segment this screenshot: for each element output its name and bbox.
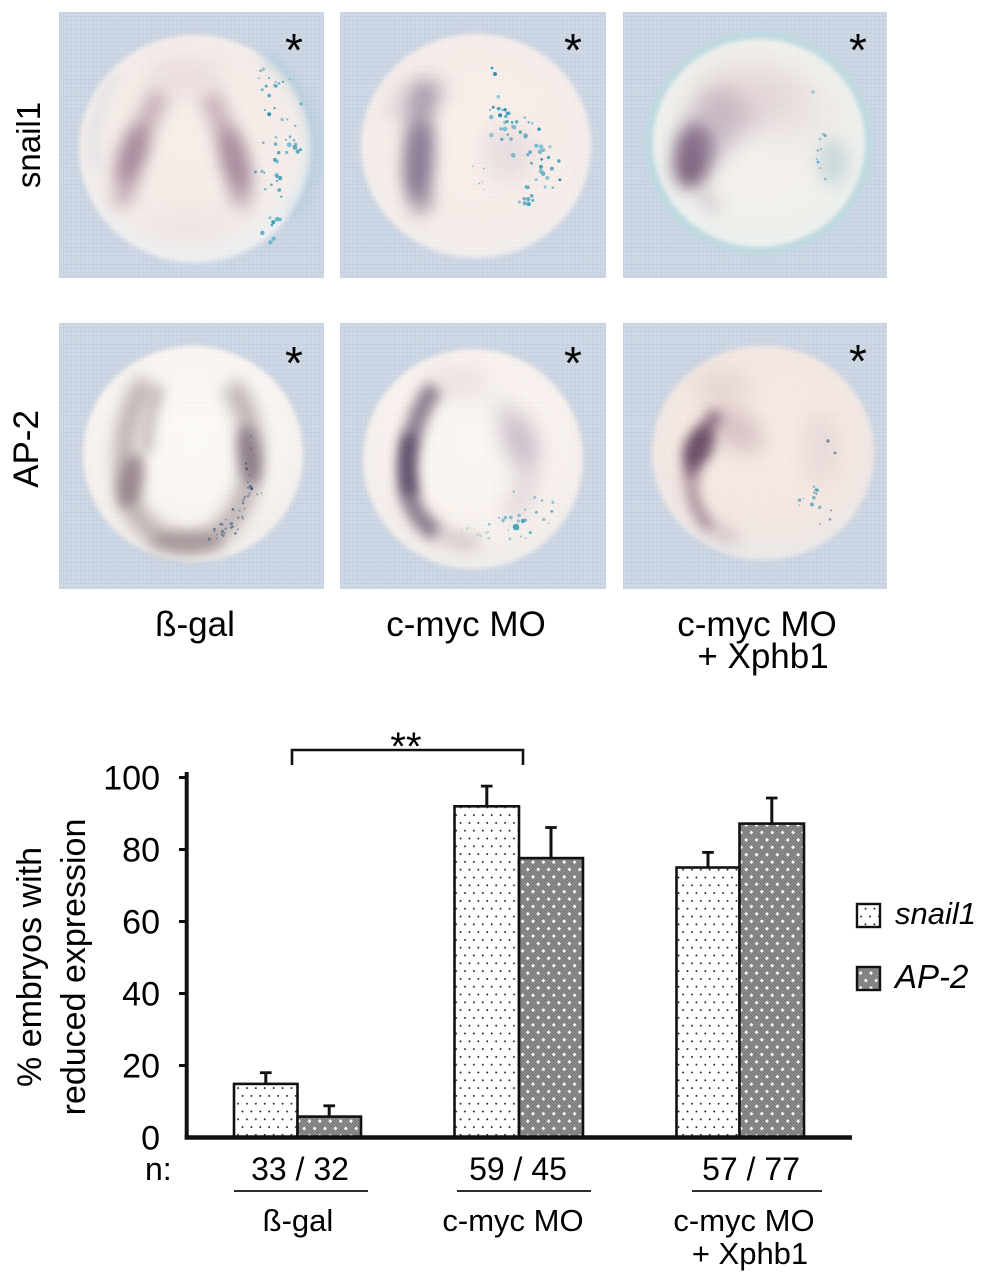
svg-text:c-myc MO: c-myc MO [673,1203,814,1238]
svg-text:40: 40 [122,976,160,1014]
svg-text:reduced expression: reduced expression [55,819,93,1116]
svg-text:+ Xphb1: + Xphb1 [697,637,828,676]
svg-text:20: 20 [122,1048,160,1086]
svg-text:AP-2: AP-2 [7,410,46,488]
svg-text:33 / 32: 33 / 32 [251,1151,349,1187]
svg-text:80: 80 [122,832,160,870]
svg-text:100: 100 [103,760,160,798]
svg-text:c-myc MO: c-myc MO [386,605,545,644]
svg-text:0: 0 [141,1120,160,1158]
svg-text:snail1: snail1 [10,102,47,188]
svg-text:ß-gal: ß-gal [263,1203,334,1238]
svg-text:+ Xphb1: + Xphb1 [692,1236,808,1271]
svg-text:n:: n: [145,1151,172,1187]
svg-text:57 / 77: 57 / 77 [702,1151,800,1187]
svg-text:c-myc MO: c-myc MO [442,1203,583,1238]
svg-text:snail1: snail1 [895,896,976,931]
svg-text:ß-gal: ß-gal [155,605,235,644]
svg-text:59 / 45: 59 / 45 [469,1151,567,1187]
svg-text:**: ** [390,725,421,769]
svg-text:AP-2: AP-2 [893,958,968,995]
svg-text:c-myc MO: c-myc MO [677,605,836,644]
svg-text:% embryos with: % embryos with [11,847,49,1087]
svg-text:60: 60 [122,904,160,942]
